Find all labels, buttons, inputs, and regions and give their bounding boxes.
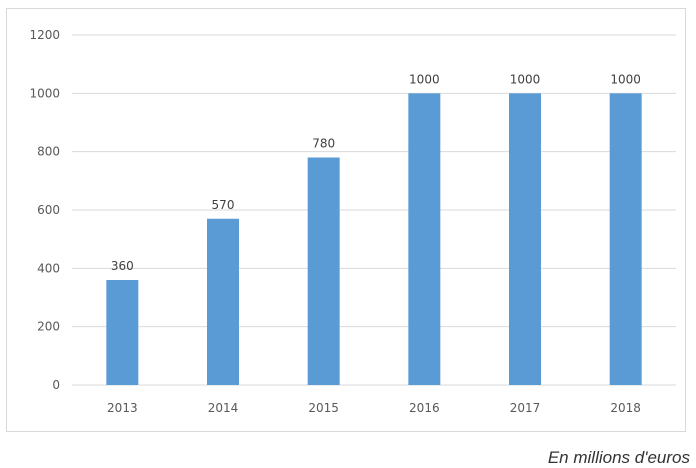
data-label: 1000 [610,72,641,86]
data-label: 1000 [510,72,541,86]
y-tick-label: 1200 [29,28,60,42]
bar [106,280,139,385]
y-tick-label: 0 [52,378,60,392]
bar [408,93,441,385]
x-tick-label: 2013 [107,401,138,415]
unit-caption: En millions d'euros [547,448,690,467]
data-label: 570 [212,198,235,212]
bar [509,93,541,385]
x-tick-label: 2015 [308,401,339,415]
x-tick-label: 2018 [610,401,641,415]
bar [207,218,239,385]
data-label: 780 [312,137,335,151]
bar-chart: 0 200 400 600 800 1000 1200 360 2013 570 2014 780 20… [29,28,676,415]
x-tick-label: 2017 [510,401,541,415]
bar [307,157,340,385]
x-tick-label: 2014 [208,401,239,415]
data-label: 1000 [409,72,440,86]
y-tick-label: 200 [37,320,60,334]
y-tick-label: 600 [37,203,60,217]
data-label: 360 [111,259,134,273]
y-tick-label: 1000 [29,86,60,100]
x-tick-label: 2016 [409,401,440,415]
y-tick-label: 400 [37,261,60,275]
bar [609,93,642,385]
y-tick-label: 800 [37,145,60,159]
